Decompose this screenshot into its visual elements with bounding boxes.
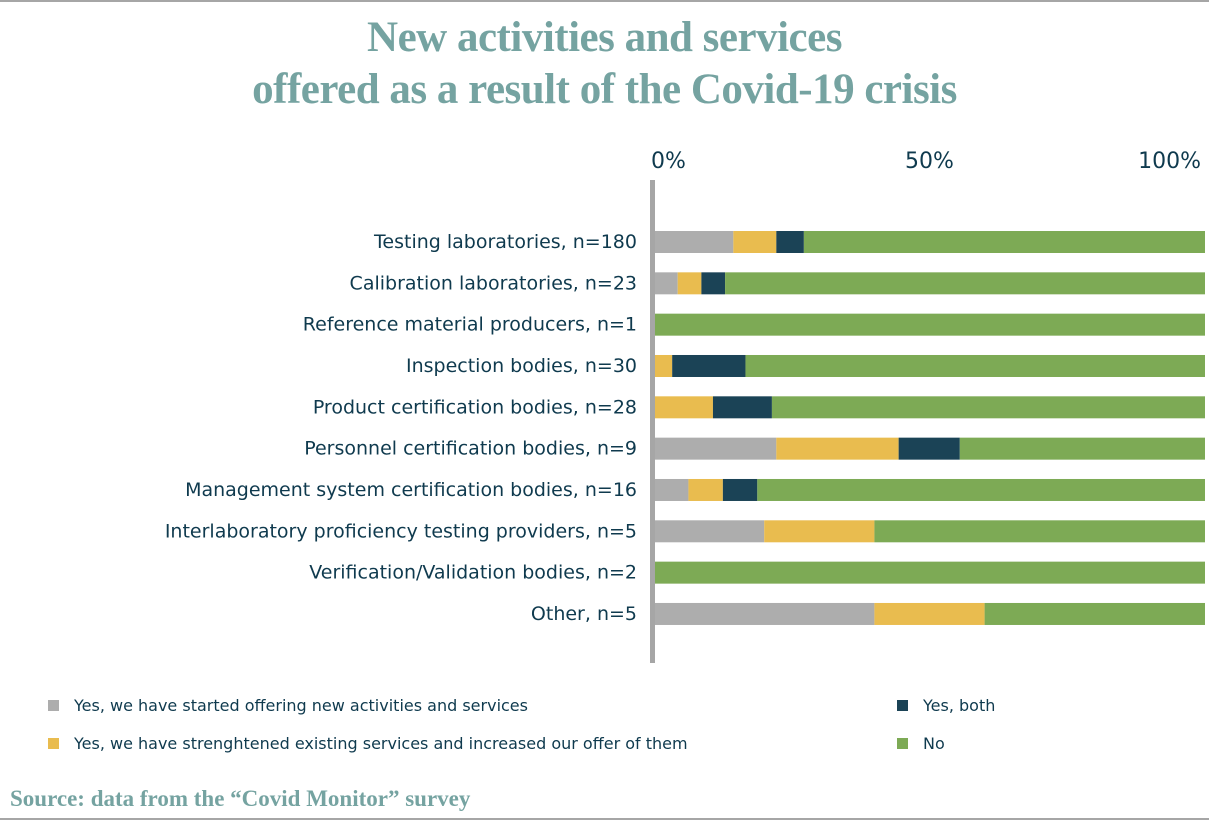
- category-label: Other, n=5: [531, 603, 637, 625]
- x-tick-label-50: 50%: [905, 149, 954, 174]
- legend-swatch: [897, 700, 908, 711]
- bar-segment-4-row-2: [725, 272, 1205, 295]
- legend-label: Yes, we have strenghtened existing servi…: [74, 734, 688, 753]
- legend-label: Yes, we have started offering new activi…: [74, 696, 528, 715]
- legend-swatch: [897, 738, 908, 749]
- x-tick-label-100: 100%: [1138, 149, 1201, 174]
- chart-title: New activities and services offered as a…: [0, 12, 1209, 116]
- category-label: Inspection bodies, n=30: [406, 355, 637, 377]
- bar-segment-2-row-7: [688, 478, 723, 501]
- x-axis-ticks: 0% 50% 100%: [651, 149, 1201, 174]
- bar-segment-4-row-6: [959, 437, 1205, 460]
- x-tick-label-0: 0%: [651, 149, 686, 174]
- bar-segment-2-row-4: [654, 354, 673, 377]
- category-label: Verification/Validation bodies, n=2: [309, 562, 637, 584]
- bottom-border: [0, 818, 1209, 820]
- bar-segment-3-row-6: [898, 437, 960, 460]
- category-label: Interlaboratory proficiency testing prov…: [165, 520, 637, 542]
- y-axis-line: [650, 180, 655, 663]
- bar-segment-3-row-4: [672, 354, 746, 377]
- bar-segment-1-row-8: [654, 520, 765, 543]
- category-label: Reference material producers, n=1: [303, 314, 637, 336]
- chart-title-line-2: offered as a result of the Covid-19 cris…: [252, 66, 957, 113]
- bar-segment-3-row-1: [776, 231, 804, 253]
- category-label: Calibration laboratories, n=23: [350, 272, 637, 294]
- bar-segment-2-row-8: [764, 520, 875, 543]
- bar-segment-2-row-6: [776, 437, 899, 460]
- category-label: Testing laboratories, n=180: [373, 231, 637, 253]
- category-label: Product certification bodies, n=28: [313, 396, 637, 418]
- bar-segment-4-row-3: [654, 313, 1205, 336]
- bar-segment-2-row-2: [677, 272, 702, 295]
- category-labels: Testing laboratories, n=180 Calibration …: [165, 231, 637, 625]
- top-border: [0, 0, 1209, 2]
- legend-swatch: [48, 738, 59, 749]
- bars-group: [654, 231, 1205, 625]
- bar-segment-2-row-5: [654, 396, 713, 419]
- bar-segment-3-row-5: [712, 396, 772, 419]
- bar-segment-1-row-2: [654, 272, 678, 295]
- chart-title-line-1: New activities and services: [367, 14, 842, 61]
- bar-segment-4-row-10: [984, 602, 1205, 625]
- bar-segment-4-row-9: [654, 561, 1205, 584]
- bar-segment-4-row-5: [771, 396, 1205, 419]
- bar-segment-1-row-7: [654, 478, 689, 501]
- bar-segment-1-row-1: [654, 231, 734, 253]
- bar-segment-4-row-7: [757, 478, 1205, 501]
- bar-segment-1-row-10: [654, 602, 875, 625]
- bar-segment-4-row-1: [803, 231, 1205, 253]
- bar-segment-4-row-4: [745, 354, 1205, 377]
- bar-segment-3-row-2: [701, 272, 726, 295]
- legend-label: No: [923, 734, 945, 753]
- bar-segment-1-row-6: [654, 437, 777, 460]
- bar-segment-4-row-8: [874, 520, 1205, 543]
- category-label: Personnel certification bodies, n=9: [304, 438, 637, 460]
- bar-segment-2-row-1: [733, 231, 777, 253]
- legend-swatch: [48, 700, 59, 711]
- legend-label: Yes, both: [923, 696, 996, 715]
- category-label: Management system certification bodies, …: [185, 479, 637, 501]
- source-note: Source: data from the “Covid Monitor” su…: [10, 786, 471, 811]
- bar-segment-3-row-7: [722, 478, 758, 501]
- bar-segment-2-row-10: [874, 602, 985, 625]
